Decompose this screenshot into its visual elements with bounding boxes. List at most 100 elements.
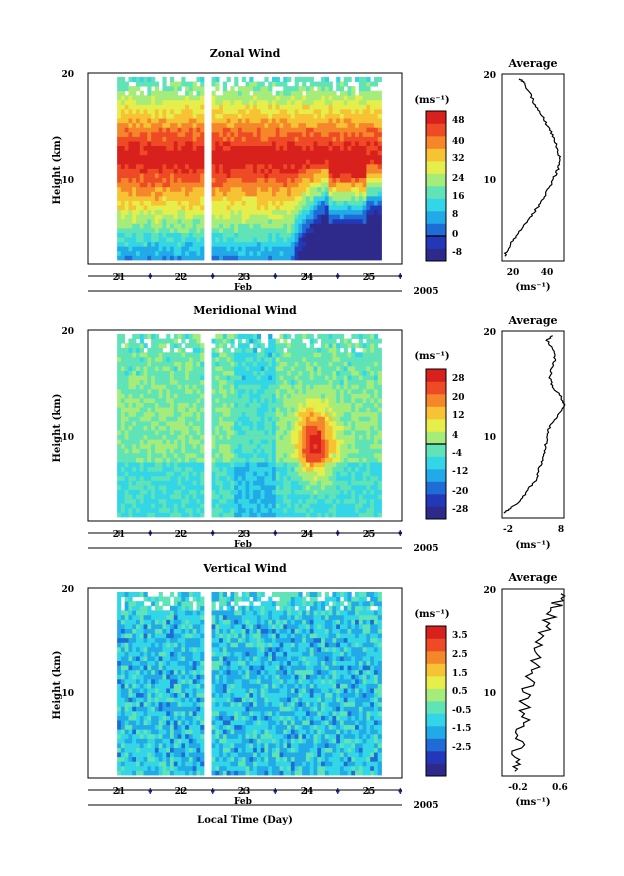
heatmap-cell [264,104,269,110]
heatmap-cell [355,241,360,247]
heatmap-cell [222,494,228,500]
heatmap-cell [370,113,375,119]
heatmap-cell [237,407,243,413]
heatmap-cell [245,361,250,367]
heatmap-cell [305,131,311,137]
heatmap-cell [124,159,129,165]
heatmap-cell [181,218,186,224]
heatmap-cell [211,379,216,385]
heatmap-cell [294,356,299,362]
heatmap-cell [328,159,333,165]
heatmap-cell [355,136,360,142]
heatmap-cell [154,443,160,449]
heatmap-cell [166,250,171,256]
heatmap-cell [128,200,133,206]
heatmap-cell [219,448,224,454]
heatmap-cell [260,200,265,206]
heatmap-cell [139,195,144,201]
heatmap-cell [256,86,262,92]
heatmap-cell [336,109,341,115]
heatmap-cell [215,131,220,137]
heatmap-cell [249,338,254,344]
heatmap-cell [196,237,201,243]
heatmap-cell [173,154,178,160]
heatmap-cell [324,457,330,463]
heatmap-cell [173,407,178,413]
heatmap-cell [283,109,288,115]
heatmap-cell [256,489,262,495]
heatmap-cell [166,113,171,119]
heatmap-cell [215,434,220,440]
heatmap-cell [181,416,186,422]
heatmap-cell [162,205,167,211]
heatmap-cell [151,127,156,133]
heatmap-cell [309,95,314,101]
heatmap-cell [275,223,280,229]
heatmap-cell [370,218,375,224]
heatmap-cell [173,145,178,151]
heatmap-cell [351,237,356,243]
heatmap-cell [181,494,186,500]
heatmap-cell [317,457,322,463]
heatmap-cell [298,237,303,243]
heatmap-cell [162,90,167,96]
heatmap-cell [162,398,167,404]
heatmap-cell [211,95,216,101]
heatmap-cell [162,484,167,490]
heatmap-cell [309,205,314,211]
heatmap-cell [343,425,348,431]
heatmap-cell [234,191,239,197]
heatmap-cell [324,398,330,404]
heatmap-cell [317,186,322,192]
heatmap-cell [222,343,228,349]
heatmap-cell [362,113,367,119]
heatmap-cell [128,122,133,128]
heatmap-cell [158,122,163,128]
heatmap-cell [373,195,379,201]
heatmap-cell [128,77,133,82]
heatmap-cell [162,402,167,408]
heatmap-cell [237,141,243,147]
heatmap-cell [215,430,220,436]
heatmap-cell [366,241,371,247]
heatmap-cell [298,411,303,417]
heatmap-cell [328,352,333,358]
heatmap-cell [230,113,235,119]
heatmap-cell [215,186,220,192]
heatmap-cell [332,407,337,413]
heatmap-cell [328,361,333,367]
heatmap-cell [196,86,201,92]
heatmap-cell [117,86,122,92]
heatmap-cell [185,434,190,440]
heatmap-cell [339,448,345,454]
heatmap-cell [185,425,190,431]
heatmap-cell [177,191,182,197]
heatmap-cell [147,173,152,179]
heatmap-cell [196,159,201,165]
heatmap-cell [136,255,141,261]
heatmap-cell [200,443,205,449]
heatmap-cell [192,398,197,404]
heatmap-cell [237,393,243,399]
heatmap-cell [332,352,337,358]
heatmap-cell [177,507,182,513]
heatmap-cell [373,77,379,82]
heatmap-cell [166,182,171,188]
heatmap-cell [317,177,322,183]
heatmap-cell [336,361,341,367]
heatmap-cell [132,241,137,247]
heatmap-cell [377,77,382,82]
heatmap-cell [256,99,262,105]
heatmap-cell [332,104,337,110]
heatmap-cell [222,122,228,128]
heatmap-cell [305,214,311,220]
heatmap-cell [366,122,371,128]
heatmap-cell [173,195,178,201]
heatmap-cell [336,77,341,82]
heatmap-cell [241,99,246,105]
heatmap-cell [355,104,360,110]
heatmap-cell [260,250,265,256]
heatmap-cell [124,95,129,101]
heatmap-cell [151,462,156,468]
zonal-ytick-20: 20 [61,70,74,80]
